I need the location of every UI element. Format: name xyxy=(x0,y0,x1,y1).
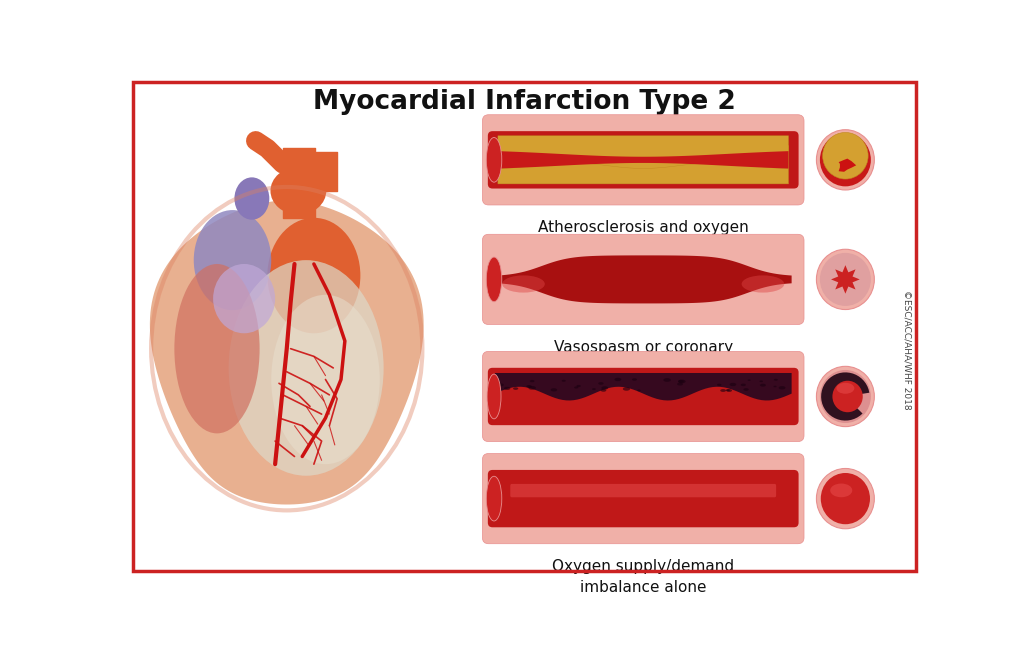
Ellipse shape xyxy=(193,210,271,310)
FancyBboxPatch shape xyxy=(483,115,804,205)
Ellipse shape xyxy=(822,133,869,179)
Ellipse shape xyxy=(487,374,501,419)
Polygon shape xyxy=(495,373,792,400)
Ellipse shape xyxy=(270,167,326,215)
Ellipse shape xyxy=(741,384,746,386)
Ellipse shape xyxy=(726,389,732,392)
Text: ©ESC/ACC/AHA/WHF 2018: ©ESC/ACC/AHA/WHF 2018 xyxy=(902,290,911,410)
Text: Vasospasm or coronary
microvascular dysfunction: Vasospasm or coronary microvascular dysf… xyxy=(542,340,744,375)
Ellipse shape xyxy=(562,380,566,382)
Text: Atherosclerosis and oxygen
supply/demand imbalance: Atherosclerosis and oxygen supply/demand… xyxy=(538,220,749,256)
Ellipse shape xyxy=(174,264,260,433)
Ellipse shape xyxy=(486,138,502,182)
Ellipse shape xyxy=(592,388,595,390)
Ellipse shape xyxy=(816,468,875,529)
Ellipse shape xyxy=(816,249,875,309)
Ellipse shape xyxy=(632,378,637,380)
Ellipse shape xyxy=(504,387,510,390)
Ellipse shape xyxy=(726,389,729,391)
Polygon shape xyxy=(831,265,859,294)
Ellipse shape xyxy=(528,386,536,389)
Polygon shape xyxy=(498,136,789,168)
Polygon shape xyxy=(149,201,424,505)
Ellipse shape xyxy=(833,380,862,412)
Ellipse shape xyxy=(779,386,786,389)
Ellipse shape xyxy=(773,386,776,388)
Ellipse shape xyxy=(837,383,854,394)
FancyBboxPatch shape xyxy=(483,454,804,543)
Ellipse shape xyxy=(720,389,726,392)
Ellipse shape xyxy=(514,388,519,390)
Ellipse shape xyxy=(234,177,269,220)
Text: Oxygen supply/demand
imbalance alone: Oxygen supply/demand imbalance alone xyxy=(552,559,735,595)
FancyBboxPatch shape xyxy=(510,484,776,498)
Ellipse shape xyxy=(526,385,532,388)
Ellipse shape xyxy=(759,380,763,382)
Ellipse shape xyxy=(486,476,502,521)
Ellipse shape xyxy=(717,384,721,386)
Ellipse shape xyxy=(819,370,871,423)
Ellipse shape xyxy=(497,383,503,386)
Ellipse shape xyxy=(623,387,630,391)
Ellipse shape xyxy=(267,218,360,333)
Ellipse shape xyxy=(602,386,608,389)
Ellipse shape xyxy=(550,388,558,391)
Ellipse shape xyxy=(816,366,875,426)
Text: Non-atherosclerotic
coronary dissection: Non-atherosclerotic coronary dissection xyxy=(568,457,718,492)
Ellipse shape xyxy=(820,473,870,524)
Polygon shape xyxy=(498,256,792,303)
FancyBboxPatch shape xyxy=(483,234,804,325)
Ellipse shape xyxy=(271,295,380,464)
Ellipse shape xyxy=(773,378,777,380)
Ellipse shape xyxy=(576,385,581,387)
Ellipse shape xyxy=(663,378,671,382)
Ellipse shape xyxy=(677,382,683,386)
Polygon shape xyxy=(821,373,870,421)
Ellipse shape xyxy=(530,380,535,382)
FancyBboxPatch shape xyxy=(488,131,799,188)
Ellipse shape xyxy=(502,276,545,292)
Ellipse shape xyxy=(486,257,502,302)
Ellipse shape xyxy=(729,383,737,386)
Ellipse shape xyxy=(819,133,871,186)
Ellipse shape xyxy=(819,253,871,306)
Ellipse shape xyxy=(678,380,683,383)
Ellipse shape xyxy=(574,386,578,389)
Ellipse shape xyxy=(228,260,384,476)
Ellipse shape xyxy=(744,388,749,391)
Ellipse shape xyxy=(637,389,640,391)
Ellipse shape xyxy=(615,378,621,381)
Ellipse shape xyxy=(213,264,275,333)
Ellipse shape xyxy=(601,389,607,391)
Ellipse shape xyxy=(598,382,604,385)
Ellipse shape xyxy=(678,380,685,383)
FancyBboxPatch shape xyxy=(483,351,804,442)
Ellipse shape xyxy=(760,384,766,387)
Polygon shape xyxy=(498,142,789,184)
Ellipse shape xyxy=(742,276,785,292)
Ellipse shape xyxy=(748,379,751,381)
Polygon shape xyxy=(498,151,789,168)
Text: Myocardial Infarction Type 2: Myocardial Infarction Type 2 xyxy=(313,89,736,115)
FancyBboxPatch shape xyxy=(488,367,799,425)
FancyBboxPatch shape xyxy=(488,470,799,527)
Ellipse shape xyxy=(816,129,875,190)
Ellipse shape xyxy=(831,483,852,498)
Polygon shape xyxy=(839,159,856,172)
